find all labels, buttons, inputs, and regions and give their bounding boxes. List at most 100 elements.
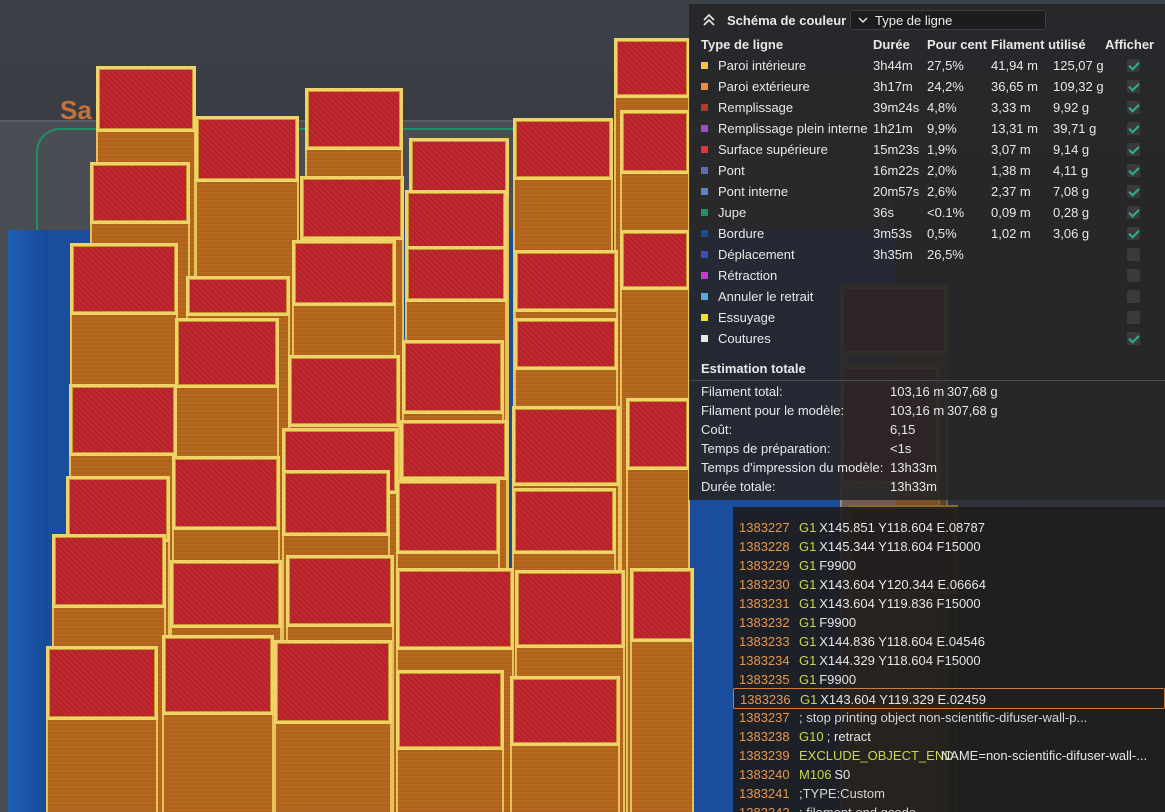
color-scheme-dropdown[interactable]: Type de ligne (850, 10, 1046, 30)
show-checkbox[interactable] (1127, 101, 1140, 114)
line-type-duration: 3m53s (873, 226, 913, 241)
model-block-top (186, 276, 290, 316)
gcode-line-number: 1383242 (739, 805, 790, 812)
model-block-top (396, 670, 504, 750)
gcode-arguments: X144.836 Y118.604 E.04546 (819, 634, 985, 649)
gcode-line[interactable]: 1383229 G1 F9900 (733, 555, 1165, 576)
line-type-length: 3,33 m (991, 100, 1031, 115)
line-type-name: Déplacement (718, 247, 795, 262)
gcode-line-selected[interactable]: 1383236 G1 X143.604 Y119.329 E.02459 (733, 688, 1165, 709)
gcode-command: G1 (799, 539, 817, 554)
gcode-line[interactable]: 1383235 G1 F9900 (733, 669, 1165, 690)
show-checkbox[interactable] (1127, 80, 1140, 93)
line-type-percent: 2,0% (927, 163, 957, 178)
gcode-line[interactable]: 1383233 G1 X144.836 Y118.604 E.04546 (733, 631, 1165, 652)
gcode-command: G1 (799, 634, 817, 649)
model-block-top (396, 480, 500, 554)
model-block-top (274, 640, 392, 724)
legend-row: Remplissage 39m24s 4,8% 3,33 m 9,92 g (689, 97, 1165, 118)
line-type-name: Essuyage (718, 310, 776, 325)
model-block-side (396, 746, 504, 812)
gcode-command: G1 (800, 692, 818, 707)
show-checkbox[interactable] (1127, 311, 1140, 324)
model-block-top (96, 66, 196, 132)
gcode-line-number: 1383228 (739, 539, 790, 554)
model-block-top (170, 560, 282, 628)
line-type-name: Annuler le retrait (718, 289, 814, 304)
plate-label: Sa (60, 95, 92, 125)
estimate-label: Durée totale: (701, 479, 776, 494)
line-type-duration: 3h44m (873, 58, 913, 73)
gcode-line[interactable]: 1383240 M106 S0 (733, 764, 1165, 785)
line-type-duration: 1h21m (873, 121, 913, 136)
line-type-name: Rétraction (718, 268, 778, 283)
column-header-filament: Filament utilisé (991, 37, 1086, 52)
legend-row: Paroi extérieure 3h17m 24,2% 36,65 m 109,32 … (689, 76, 1165, 97)
gcode-line[interactable]: 1383227 G1 X145.851 Y118.604 E.08787 (733, 517, 1165, 538)
gcode-line[interactable]: 1383232 G1 F9900 (733, 612, 1165, 633)
color-swatch (701, 188, 708, 195)
line-type-percent: 27,5% (927, 58, 964, 73)
legend-row: Remplissage plein interne 1h21m 9,9% 13,31 … (689, 118, 1165, 139)
gcode-arguments: ; retract (826, 729, 871, 744)
gcode-line-number: 1383233 (739, 634, 790, 649)
model-block-top (513, 118, 613, 180)
estimate-label: Filament total: (701, 384, 783, 399)
line-type-percent: 26,5% (927, 247, 964, 262)
show-checkbox[interactable] (1127, 143, 1140, 156)
estimate-title: Estimation totale (701, 361, 806, 376)
line-type-name: Jupe (718, 205, 747, 220)
model-block-top (400, 420, 508, 480)
line-type-duration: 36s (873, 205, 894, 220)
gcode-line-number: 1383230 (739, 577, 790, 592)
line-type-length: 2,37 m (991, 184, 1031, 199)
model-block-side (510, 742, 620, 812)
show-checkbox[interactable] (1127, 290, 1140, 303)
model-block-top (175, 318, 279, 388)
gcode-line[interactable]: 1383231 G1 X143.604 Y119.836 F15000 (733, 593, 1165, 614)
line-type-weight: 4,11 g (1053, 163, 1089, 178)
gcode-line[interactable]: 1383228 G1 X145.344 Y118.604 F15000 (733, 536, 1165, 557)
gcode-line[interactable]: 1383238 G10; retract (733, 726, 1165, 747)
estimate-value-secondary: 307,68 g (947, 384, 998, 399)
gcode-line[interactable]: 1383230 G1 X143.604 Y120.344 E.06664 (733, 574, 1165, 595)
model-block-top (626, 398, 690, 470)
legend-row: Paroi intérieure 3h44m 27,5% 41,94 m 125,07 … (689, 55, 1165, 76)
gcode-line[interactable]: 1383242 ; filament end gcode (733, 802, 1165, 812)
color-swatch (701, 62, 708, 69)
line-type-name: Paroi intérieure (718, 58, 807, 73)
model-block-side (162, 711, 274, 812)
line-type-percent: 0,5% (927, 226, 957, 241)
gcode-line[interactable]: 1383237 ; stop printing object non-scient… (733, 707, 1165, 728)
show-checkbox[interactable] (1127, 206, 1140, 219)
model-block-top (514, 250, 618, 312)
gcode-line[interactable]: 1383234 G1 X144.329 Y118.604 F15000 (733, 650, 1165, 671)
gcode-line[interactable]: 1383241 ;TYPE:Custom (733, 783, 1165, 804)
show-checkbox[interactable] (1127, 248, 1140, 261)
legend-row: Jupe 36s <0.1% 0,09 m 0,28 g (689, 202, 1165, 223)
gcode-arguments: X144.329 Y118.604 F15000 (819, 653, 981, 668)
gcode-command: G1 (799, 615, 817, 630)
model-block-top (69, 384, 177, 456)
show-checkbox[interactable] (1127, 122, 1140, 135)
gcode-line-number: 1383232 (739, 615, 790, 630)
model-block-top (46, 646, 158, 720)
show-checkbox[interactable] (1127, 227, 1140, 240)
show-checkbox[interactable] (1127, 332, 1140, 345)
color-swatch (701, 209, 708, 216)
chevron-up-double-icon[interactable] (701, 12, 717, 28)
show-checkbox[interactable] (1127, 269, 1140, 282)
show-checkbox[interactable] (1127, 164, 1140, 177)
legend-row: Pont 16m22s 2,0% 1,38 m 4,11 g (689, 160, 1165, 181)
color-swatch (701, 230, 708, 237)
show-checkbox[interactable] (1127, 185, 1140, 198)
gcode-viewer[interactable]: 1383227 G1 X145.851 Y118.604 E.08787 138322… (733, 507, 1165, 812)
estimate-value: 13h33m (890, 479, 937, 494)
model-block-top (409, 138, 509, 196)
color-scheme-title: Schéma de couleur (727, 13, 847, 28)
gcode-line[interactable]: 1383239 EXCLUDE_OBJECT_END NAME=non-scient… (733, 745, 1165, 766)
gcode-command: G1 (799, 558, 817, 573)
show-checkbox[interactable] (1127, 59, 1140, 72)
line-type-weight: 0,28 g (1053, 205, 1090, 220)
